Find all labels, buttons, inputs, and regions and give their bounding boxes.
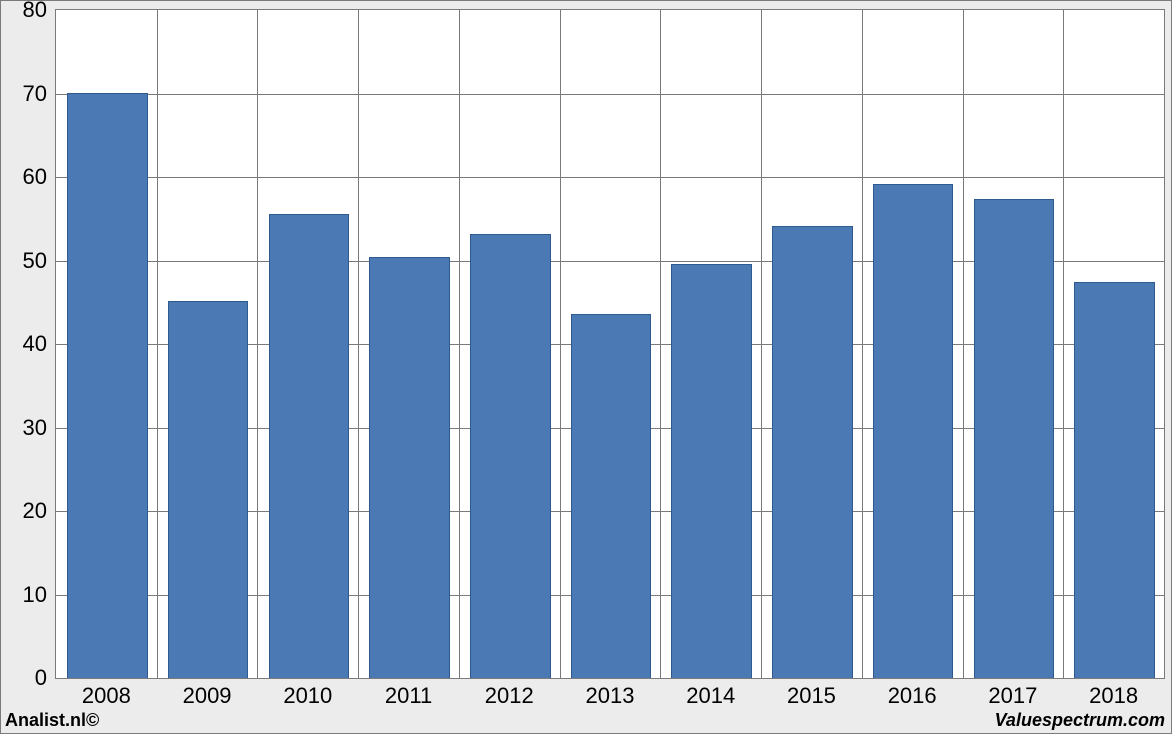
footer-right-credit: Valuespectrum.com xyxy=(995,710,1165,731)
bar xyxy=(168,301,249,678)
bar xyxy=(974,199,1055,678)
x-axis-label: 2018 xyxy=(1089,683,1138,709)
y-axis-label: 10 xyxy=(1,582,47,608)
gridline-v xyxy=(761,10,762,678)
x-axis-label: 2017 xyxy=(988,683,1037,709)
y-axis-label: 80 xyxy=(1,0,47,23)
x-axis-label: 2016 xyxy=(888,683,937,709)
footer-left-credit: Analist.nl© xyxy=(5,710,99,731)
gridline-v xyxy=(157,10,158,678)
gridline-h xyxy=(56,177,1164,178)
x-axis-label: 2009 xyxy=(183,683,232,709)
bar xyxy=(873,184,954,678)
plot-area xyxy=(55,9,1165,679)
bar xyxy=(470,234,551,678)
x-axis-label: 2011 xyxy=(385,683,432,709)
gridline-v xyxy=(560,10,561,678)
gridline-h xyxy=(56,94,1164,95)
x-axis-label: 2013 xyxy=(586,683,635,709)
gridline-v xyxy=(963,10,964,678)
y-axis-label: 20 xyxy=(1,498,47,524)
bar xyxy=(269,214,350,678)
y-axis-label: 60 xyxy=(1,164,47,190)
y-axis-label: 40 xyxy=(1,331,47,357)
x-axis-label: 2015 xyxy=(787,683,836,709)
bar xyxy=(369,257,450,678)
bar xyxy=(571,314,652,678)
x-axis-label: 2010 xyxy=(283,683,332,709)
y-axis-label: 30 xyxy=(1,415,47,441)
y-axis-label: 70 xyxy=(1,81,47,107)
bar xyxy=(772,226,853,678)
x-axis-label: 2012 xyxy=(485,683,534,709)
gridline-v xyxy=(660,10,661,678)
gridline-v xyxy=(862,10,863,678)
chart-container: Analist.nl© Valuespectrum.com 0 10 20 30 40 5… xyxy=(0,0,1172,734)
x-axis-label: 2014 xyxy=(686,683,735,709)
x-axis-label: 2008 xyxy=(82,683,131,709)
y-axis-label: 0 xyxy=(1,665,47,691)
y-axis-label: 50 xyxy=(1,248,47,274)
gridline-v xyxy=(459,10,460,678)
gridline-v xyxy=(1063,10,1064,678)
bar xyxy=(67,93,148,679)
gridline-v xyxy=(257,10,258,678)
bar xyxy=(1074,282,1155,678)
gridline-v xyxy=(358,10,359,678)
bar xyxy=(671,264,752,678)
